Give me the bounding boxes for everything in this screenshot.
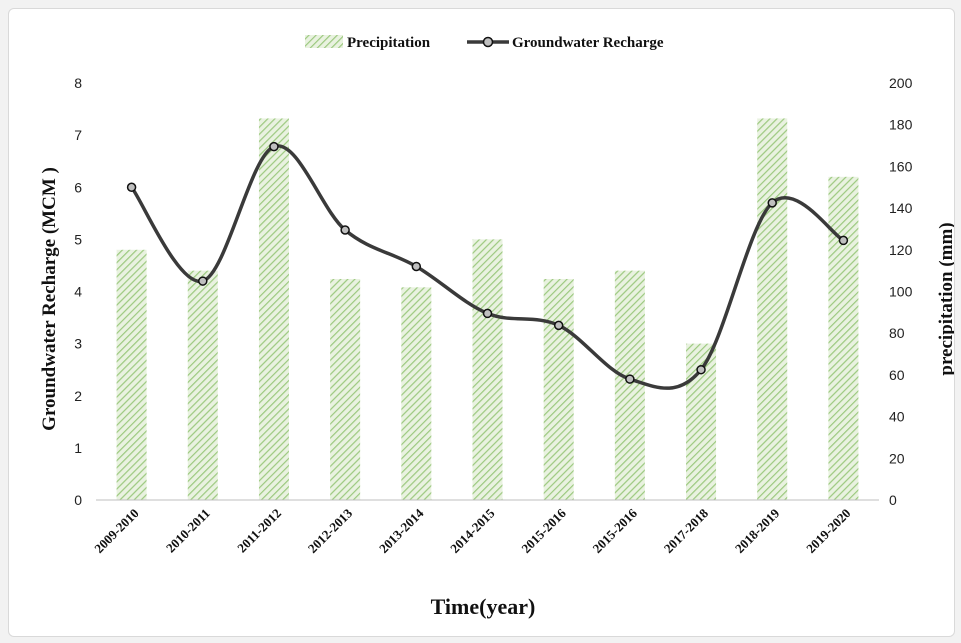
right-y-tick-label: 120: [889, 242, 913, 258]
precipitation-bar: [330, 278, 361, 500]
left-y-axis-title: Groundwater Recharge (MCM ): [39, 167, 60, 431]
x-tick-label: 2018-2019: [732, 505, 783, 556]
left-y-tick-label: 3: [74, 336, 82, 352]
left-y-tick-label: 8: [74, 75, 82, 91]
precipitation-bar: [472, 239, 503, 500]
legend-label-groundwater: Groundwater Recharge: [512, 35, 664, 51]
right-y-tick-label: 0: [889, 492, 897, 508]
groundwater-point: [340, 225, 350, 235]
groundwater-point: [126, 182, 137, 192]
precipitation-bar: [116, 249, 147, 500]
right-y-tick-label: 20: [889, 450, 905, 466]
right-y-tick-label: 100: [889, 284, 913, 300]
left-y-tick-label: 2: [74, 388, 82, 404]
precipitation-bar: [258, 118, 289, 500]
groundwater-point: [625, 374, 635, 384]
groundwater-point: [269, 141, 279, 152]
left-y-tick-label: 4: [74, 284, 82, 300]
precipitation-bar: [757, 118, 788, 500]
precipitation-bar: [401, 287, 432, 500]
left-y-tick-label: 7: [74, 127, 82, 143]
groundwater-point: [553, 320, 564, 331]
right-y-axis-title: precipitation (mm): [936, 222, 954, 375]
x-tick-label: 2017-2018: [661, 505, 712, 556]
right-y-tick-label: 140: [889, 200, 913, 216]
left-y-tick-label: 6: [74, 179, 82, 195]
groundwater-point: [838, 235, 849, 246]
precipitation-bar: [614, 270, 645, 500]
chart-card: Precipitation Groundwater Recharge 0 1 2 3 4…: [8, 8, 955, 637]
right-y-ticks: 0 20 40 60 80 100 120 140 160 180 200: [889, 75, 913, 508]
left-y-tick-label: 0: [74, 492, 82, 508]
groundwater-point: [696, 364, 706, 375]
right-y-tick-label: 200: [889, 75, 913, 91]
x-tick-label: 2009-2010: [91, 506, 141, 556]
precipitation-bars: [116, 118, 859, 500]
groundwater-line-layer: [126, 141, 849, 390]
legend-label-precipitation: Precipitation: [347, 35, 431, 51]
precipitation-bar: [187, 270, 218, 500]
x-tick-label: 2015-2016: [518, 505, 569, 556]
precipitation-bar: [828, 176, 859, 500]
left-y-tick-label: 5: [74, 231, 82, 247]
legend-swatch-groundwater-marker: [482, 36, 494, 48]
x-axis-title: Time(year): [431, 594, 536, 619]
x-tick-label: 2015-2016: [590, 505, 641, 556]
x-tick-label: 2010-2011: [163, 506, 213, 556]
precipitation-bar: [543, 278, 574, 500]
x-tick-label: 2011-2012: [234, 506, 284, 556]
groundwater-point: [411, 261, 422, 272]
combo-chart: Precipitation Groundwater Recharge 0 1 2 3 4…: [39, 35, 954, 619]
x-tick-label: 2013-2014: [376, 505, 427, 556]
right-y-tick-label: 60: [889, 367, 905, 383]
groundwater-point: [482, 308, 493, 319]
legend-swatch-precipitation: [305, 35, 343, 48]
x-ticks: 2009-2010 2010-2011 2011-2012 2012-2013 2013…: [91, 505, 853, 556]
x-tick-label: 2019-2020: [803, 506, 853, 556]
right-y-tick-label: 180: [889, 117, 913, 133]
left-y-tick-label: 1: [74, 440, 82, 456]
legend: Precipitation Groundwater Recharge: [305, 35, 664, 51]
right-y-tick-label: 80: [889, 325, 905, 341]
groundwater-point: [767, 198, 777, 208]
right-y-tick-label: 40: [889, 409, 905, 425]
groundwater-point: [198, 276, 208, 286]
x-tick-label: 2012-2013: [305, 505, 356, 556]
right-y-tick-label: 160: [889, 158, 913, 174]
left-y-ticks: 0 1 2 3 4 5 6 7 8: [74, 75, 82, 508]
x-tick-label: 2014-2015: [447, 505, 498, 556]
groundwater-line: [130, 144, 845, 390]
